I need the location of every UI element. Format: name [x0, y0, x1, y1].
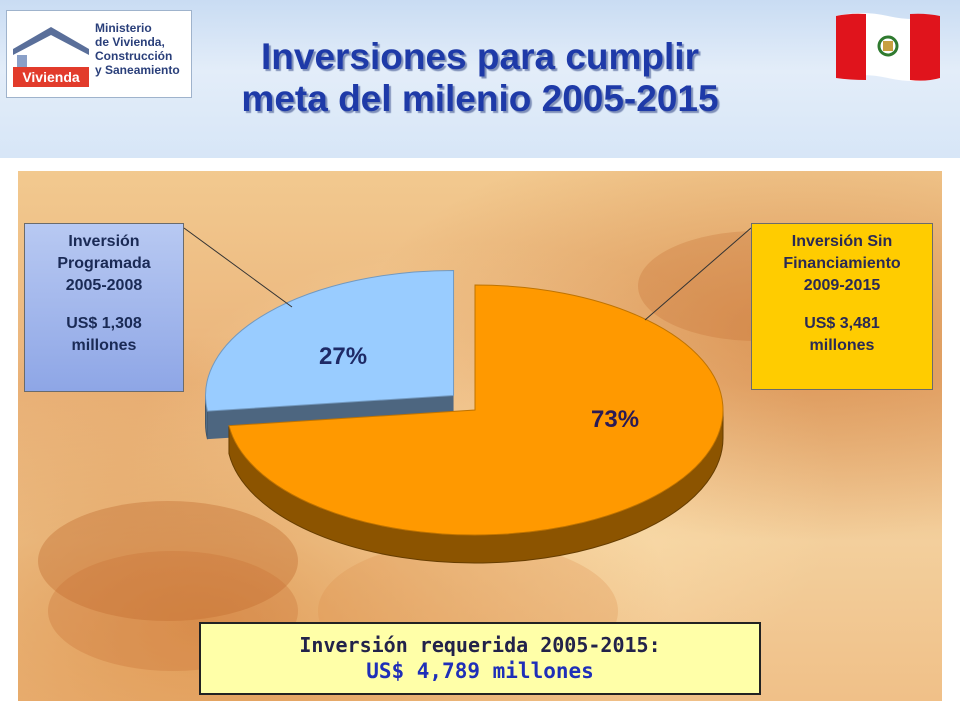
- leader-line: [644, 227, 752, 321]
- coin-shape: [38, 501, 298, 621]
- ministry-logo: Vivienda Ministerio de Vivienda, Constru…: [6, 10, 192, 98]
- callout-unit: millones: [71, 337, 137, 354]
- callout-line: 2009-2015: [803, 277, 881, 294]
- logo-text: Ministerio de Vivienda, Construcción y S…: [95, 21, 189, 77]
- callout-amount: US$ 3,481: [804, 315, 880, 332]
- total-amount: US$ 4,789 millones: [366, 659, 594, 683]
- vivienda-logo-icon: Vivienda: [13, 27, 89, 87]
- callout-inversion-sin-financiamiento: Inversión Sin Financiamiento 2009-2015 U…: [751, 223, 933, 390]
- logo-line: Ministerio: [95, 21, 152, 35]
- callout-line: Programada: [57, 255, 151, 272]
- title-line: Inversiones para cumplir: [260, 36, 699, 77]
- total-investment-box: Inversión requerida 2005-2015: US$ 4,789…: [199, 622, 761, 695]
- callout-line: Inversión: [68, 233, 140, 250]
- leader-line: [183, 227, 293, 308]
- page-title: Inversiones para cumplir meta del mileni…: [180, 36, 780, 120]
- slice-label-sin-financiamiento: 73%: [591, 406, 640, 433]
- pie-slice: [205, 269, 455, 412]
- callout-inversion-programada: Inversión Programada 2005-2008 US$ 1,308…: [24, 223, 184, 392]
- callout-spacer: [25, 297, 183, 313]
- header-band: Vivienda Ministerio de Vivienda, Constru…: [0, 0, 960, 158]
- title-line: meta del milenio 2005-2015: [241, 78, 719, 119]
- callout-unit: millones: [809, 337, 875, 354]
- callout-line: Financiamiento: [783, 255, 901, 272]
- logo-wordmark: Vivienda: [22, 69, 80, 85]
- callout-amount: US$ 1,308: [66, 315, 142, 332]
- total-label: Inversión requerida 2005-2015:: [299, 633, 661, 657]
- callout-line: Inversión Sin: [791, 233, 893, 250]
- pie-slice: [228, 284, 724, 536]
- logo-line: y Saneamiento: [95, 63, 180, 77]
- logo-line: Construcción: [95, 49, 173, 63]
- callout-spacer: [752, 297, 932, 313]
- slice-label-programada: 27%: [319, 343, 368, 370]
- logo-line: de Vivienda,: [95, 35, 165, 49]
- callout-line: 2005-2008: [65, 277, 143, 294]
- peru-flag-icon: [836, 13, 940, 81]
